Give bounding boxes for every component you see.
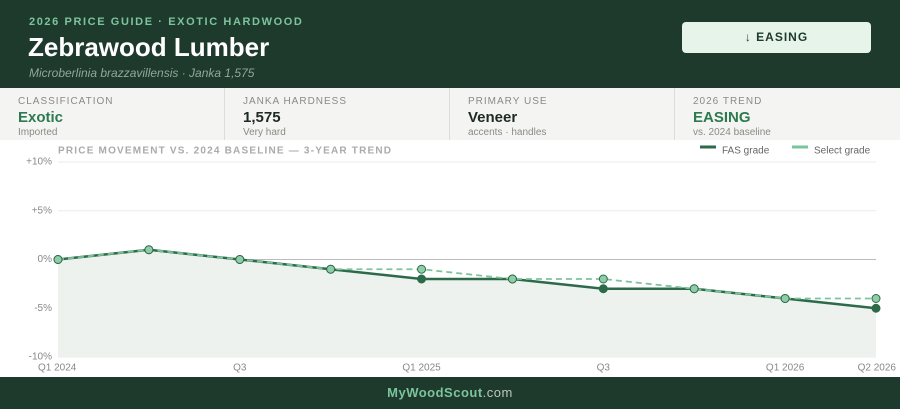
eyebrow: 2026 PRICE GUIDE · EXOTIC HARDWOOD — [29, 16, 304, 28]
y-tick-label: -10% — [29, 352, 52, 363]
point — [871, 303, 881, 313]
y-tick-label: 0% — [38, 254, 53, 265]
stat-note: Imported — [18, 127, 58, 138]
stat: CLASSIFICATION Exotic Imported — [0, 88, 225, 140]
point — [780, 294, 790, 303]
y-tick-label: +5% — [32, 205, 52, 216]
stat-label: CLASSIFICATION — [18, 96, 114, 107]
stats: CLASSIFICATION Exotic Imported JANKA HARDNE… — [0, 88, 900, 140]
stat-note: vs. 2024 baseline — [693, 127, 771, 138]
stat-note: accents · handles — [468, 127, 547, 138]
x-tick-label: Q1 2025 — [402, 363, 441, 374]
point — [53, 255, 63, 264]
x-tick-label: Q1 2026 — [766, 363, 805, 374]
stat-label: JANKA HARDNESS — [243, 96, 348, 107]
point — [235, 255, 245, 264]
stat-label: PRIMARY USE — [468, 96, 548, 107]
y-tick-label: -5% — [34, 303, 52, 314]
line — [57, 248, 876, 300]
x-tick-label: Q1 2024 — [38, 363, 77, 374]
y-tick-label: +10% — [26, 157, 52, 168]
stat: 2026 TREND EASING vs. 2024 baseline — [675, 88, 900, 140]
area — [58, 249, 876, 357]
title: Zebrawood Lumber — [28, 32, 270, 62]
legend-label: Select grade — [814, 146, 871, 157]
footer: MyWoodScout.com — [0, 377, 900, 409]
stat-label: 2026 TREND — [693, 96, 763, 107]
stat: PRIMARY USE Veneer accents · handles — [450, 88, 675, 140]
point — [871, 294, 881, 303]
stat-value: 1,575 — [243, 109, 281, 126]
brand-tld: .com — [482, 385, 513, 400]
stat: JANKA HARDNESS 1,575 Very hard — [225, 88, 450, 140]
trend-badge[interactable]: ↓ EASING — [682, 22, 871, 53]
point — [144, 245, 154, 255]
point — [417, 264, 427, 274]
chart-title: PRICE MOVEMENT VS. 2024 BASELINE — 3-YEA… — [58, 146, 392, 157]
x-tick-label: Q3 — [233, 363, 247, 374]
legend-label: FAS grade — [722, 146, 770, 157]
subtitle: Microberlinia brazzavillensis · Janka 1,… — [29, 66, 255, 80]
stat-note: Very hard — [243, 127, 286, 138]
stat-value: EASING — [693, 109, 751, 126]
chart: PRICE MOVEMENT VS. 2024 BASELINE — 3-YEA… — [26, 145, 897, 374]
x-tick-label: Q2 2026 — [858, 363, 897, 374]
stat-value: Veneer — [468, 109, 518, 126]
stat-value: Exotic — [18, 109, 64, 126]
header: 2026 PRICE GUIDE · EXOTIC HARDWOOD Zebra… — [0, 0, 900, 88]
point — [417, 274, 427, 284]
point — [689, 284, 699, 294]
x-tick-label: Q3 — [597, 363, 611, 374]
point — [598, 274, 608, 284]
point — [326, 264, 336, 274]
point — [507, 274, 517, 284]
point — [598, 284, 608, 294]
brand: MyWoodScout — [387, 385, 483, 400]
